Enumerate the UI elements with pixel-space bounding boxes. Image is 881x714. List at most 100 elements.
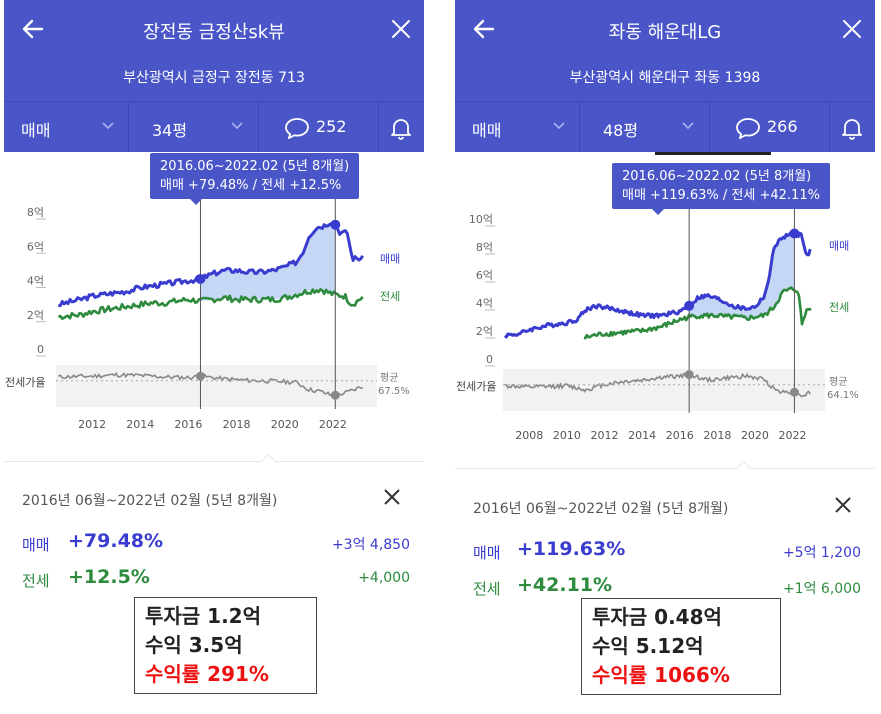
- y-tick-label: 0: [486, 353, 493, 366]
- summary-period: 2016년 06월~2022년 02월 (5년 8개월): [473, 501, 729, 517]
- range-start-dot: [684, 300, 695, 311]
- ratio-average-label: 평균: [380, 372, 398, 384]
- y-tick-label: 2억: [476, 325, 493, 338]
- y-tick-label: 8억: [476, 241, 493, 254]
- comment-count: 252: [316, 117, 347, 136]
- ratio-start-dot: [684, 370, 694, 380]
- active-tab-indicator: [655, 152, 771, 155]
- y-tick-label: 0: [37, 343, 44, 356]
- trade-type-select[interactable]: 매매: [4, 102, 129, 152]
- sale-line: [58, 220, 364, 308]
- close-icon[interactable]: [833, 495, 853, 515]
- divider-notch: [735, 460, 752, 477]
- jeonse-legend: 전세: [380, 290, 400, 303]
- ratio-line: [504, 371, 811, 398]
- sale-line: [503, 229, 812, 339]
- filter-bar: 매매 48평 266: [455, 101, 875, 152]
- sale-change-pct: +79.48%: [68, 530, 164, 552]
- notification-button[interactable]: [378, 102, 424, 152]
- size-label: 48평: [603, 121, 639, 140]
- gain-area: [689, 233, 795, 319]
- summary-period: 2016년 06월~2022년 02월 (5년 8개월): [22, 493, 278, 509]
- tooltip-period: 2016.06~2022.02 (5년 8개월): [160, 159, 350, 174]
- apartment-panel: 장전동 금정산sk뷰 부산광역시 금정구 장전동 713 매매 34평 252 …: [4, 0, 424, 714]
- note-profit: 수익 3.5억: [145, 633, 243, 657]
- notification-button[interactable]: [829, 102, 875, 152]
- note-return-rate: 수익률 1066%: [592, 663, 730, 687]
- close-icon[interactable]: [386, 14, 416, 44]
- header: 장전동 금정산sk뷰 부산광역시 금정구 장전동 713: [4, 0, 424, 101]
- chevron-down-icon: [682, 122, 694, 130]
- y-tick-label: 2억: [27, 309, 44, 322]
- tooltip-change: 매매 +79.48% / 전세 +12.5%: [160, 178, 342, 193]
- apartment-panel: 좌동 해운대LG 부산광역시 해운대구 좌동 1398 매매 48평 266 1…: [455, 0, 875, 714]
- jeonse-line: [58, 288, 364, 320]
- sale-change-pct: +119.63%: [517, 538, 626, 560]
- chevron-down-icon: [231, 122, 243, 130]
- ratio-band: [56, 365, 377, 407]
- comments-button[interactable]: 266: [709, 102, 830, 152]
- trade-type-label: 매매: [472, 121, 502, 140]
- sale-legend: 매매: [380, 252, 400, 265]
- ratio-average-value: 67.5%: [378, 386, 410, 397]
- comments-button[interactable]: 252: [258, 102, 379, 152]
- close-icon[interactable]: [837, 14, 867, 44]
- trade-type-label: 매매: [21, 121, 51, 140]
- y-tick-label: 4억: [476, 297, 493, 310]
- ratio-axis-label: 전세가율: [5, 376, 45, 389]
- investment-note: 투자금 0.48억 수익 5.12억 수익률 1066%: [581, 598, 781, 695]
- x-tick-label: 2012: [591, 429, 619, 442]
- investment-note: 투자금 1.2억 수익 3.5억 수익률 291%: [134, 597, 317, 694]
- ratio-average-value: 64.1%: [827, 390, 859, 401]
- gain-area: [200, 220, 336, 302]
- y-tick-label: 4억: [27, 275, 44, 288]
- apartment-title: 좌동 해운대LG: [608, 22, 722, 43]
- tooltip-period: 2016.06~2022.02 (5년 8개월): [622, 169, 812, 184]
- range-end-dot: [789, 228, 800, 239]
- size-label: 34평: [152, 121, 188, 140]
- note-profit: 수익 5.12억: [592, 634, 704, 658]
- chevron-down-icon: [102, 122, 114, 130]
- close-icon[interactable]: [382, 487, 402, 507]
- sale-change-amount: +3억 4,850: [331, 537, 410, 553]
- jeonse-legend: 전세: [829, 301, 849, 314]
- x-tick-label: 2022: [779, 429, 807, 442]
- x-tick-label: 2022: [319, 418, 347, 431]
- jeonse-label: 전세: [22, 572, 50, 590]
- bell-icon: [842, 119, 862, 140]
- range-tooltip: 2016.06~2022.02 (5년 8개월) 매매 +119.63% / 전…: [612, 163, 830, 215]
- note-return-rate: 수익률 291%: [145, 662, 269, 686]
- size-select[interactable]: 34평: [128, 102, 259, 152]
- y-tick-label: 6억: [27, 240, 44, 253]
- price-chart[interactable]: 10억 8억 6억 4억 2억 0 2008 2010 2012 2014 2016 2018 2020…: [455, 155, 875, 455]
- x-tick-label: 2016: [666, 429, 694, 442]
- back-arrow-icon[interactable]: [18, 14, 48, 44]
- ratio-end-dot: [789, 387, 799, 397]
- address: 부산광역시 해운대구 좌동 1398: [569, 70, 761, 86]
- bell-icon: [391, 119, 411, 140]
- x-tick-label: 2014: [628, 429, 656, 442]
- comment-bubble-icon: [736, 118, 760, 139]
- x-tick-label: 2020: [741, 429, 769, 442]
- tooltip-change: 매매 +119.63% / 전세 +42.11%: [622, 188, 820, 203]
- x-tick-label: 2018: [703, 429, 731, 442]
- header: 좌동 해운대LG 부산광역시 해운대구 좌동 1398: [455, 0, 875, 101]
- ratio-average-label: 평균: [829, 376, 847, 388]
- x-tick-label: 2008: [515, 429, 543, 442]
- jeonse-change-pct: +42.11%: [517, 574, 613, 596]
- comment-count: 266: [767, 117, 798, 136]
- trade-type-select[interactable]: 매매: [455, 102, 580, 152]
- comment-bubble-icon: [285, 118, 309, 139]
- divider: [455, 468, 875, 469]
- filter-bar: 매매 34평 252: [4, 101, 424, 152]
- back-arrow-icon[interactable]: [469, 14, 499, 44]
- y-tick-label: 10억: [469, 213, 493, 226]
- sale-label: 매매: [22, 536, 50, 554]
- size-select[interactable]: 48평: [579, 102, 710, 152]
- sale-label: 매매: [473, 544, 501, 562]
- sale-change-amount: +5억 1,200: [782, 545, 861, 561]
- jeonse-change-pct: +12.5%: [68, 566, 150, 588]
- x-tick-label: 2012: [78, 418, 106, 431]
- range-tooltip: 2016.06~2022.02 (5년 8개월) 매매 +79.48% / 전세…: [150, 153, 360, 205]
